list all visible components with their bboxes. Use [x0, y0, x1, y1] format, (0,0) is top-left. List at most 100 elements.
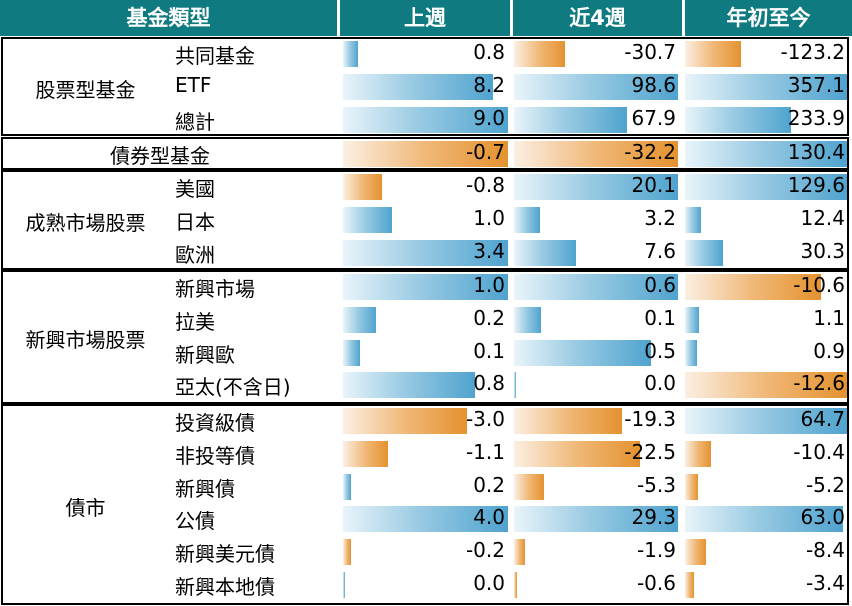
positive-bar: [685, 73, 847, 100]
value-label: -3.0: [465, 407, 505, 431]
value-label: -8.4: [805, 538, 845, 563]
value-label: 357.1: [787, 72, 845, 97]
row-label: 新興債: [175, 476, 235, 501]
negative-bar: [514, 41, 566, 67]
header-4w: 近4週: [569, 6, 626, 30]
negative-bar: [514, 473, 544, 500]
group-label: 債市: [65, 495, 106, 520]
positive-bar: [343, 274, 508, 300]
negative-bar: [514, 572, 518, 598]
value-label: 0.2: [473, 472, 505, 497]
negative-bar: [685, 539, 707, 566]
header-week-cell: [340, 0, 510, 36]
header-week: 上週: [404, 6, 446, 30]
value-label: 130.4: [787, 140, 845, 164]
positive-bar: [343, 339, 360, 366]
row-label: 非投等債: [175, 443, 255, 468]
positive-bar: [343, 572, 345, 598]
value-label: 7.6: [644, 238, 676, 263]
group-label: 股票型基金: [35, 77, 136, 102]
value-label: 0.9: [813, 338, 845, 363]
positive-bar: [685, 239, 723, 266]
row-label: 亞太(不含日): [175, 375, 291, 400]
value-label: 129.6: [787, 173, 845, 197]
value-label: -0.6: [636, 571, 676, 595]
value-label: 29.3: [631, 505, 676, 530]
row-label: 新興本地債: [175, 575, 275, 599]
negative-bar: [343, 440, 389, 467]
positive-bar: [685, 306, 700, 333]
row-label: 投資級債: [175, 411, 255, 435]
value-label: -0.8: [465, 173, 505, 197]
positive-bar: [685, 506, 843, 533]
value-label: 1.1: [813, 305, 845, 330]
positive-bar: [514, 206, 541, 233]
positive-bar: [343, 41, 358, 67]
value-label: -30.7: [624, 40, 676, 64]
positive-bar: [514, 274, 678, 300]
value-label: 0.0: [644, 371, 676, 396]
positive-bar: [685, 174, 847, 200]
header-category-cell: [0, 0, 337, 36]
row-label: 公債: [175, 509, 215, 534]
positive-bar: [685, 141, 847, 167]
value-label: 3.2: [644, 205, 676, 230]
value-label: 4.0: [473, 505, 505, 530]
row-label: 新興市場: [175, 277, 255, 301]
positive-bar: [343, 306, 376, 333]
positive-bar: [343, 206, 392, 233]
value-label: -1.9: [636, 538, 676, 563]
negative-bar: [343, 141, 508, 167]
negative-bar: [343, 408, 467, 434]
positive-bar: [343, 73, 494, 100]
negative-bar: [343, 539, 352, 566]
value-label: 0.8: [473, 40, 505, 64]
negative-bar: [685, 274, 822, 300]
negative-bar: [514, 539, 525, 566]
positive-bar: [514, 174, 678, 200]
value-label: -0.2: [465, 538, 505, 563]
positive-bar: [343, 106, 508, 133]
header-4w-cell: [513, 0, 682, 36]
value-label: 0.6: [644, 273, 676, 297]
row-label: ETF: [175, 72, 212, 97]
row-label: 日本: [175, 209, 215, 234]
positive-bar: [514, 372, 516, 399]
group-label: 新興市場股票: [25, 328, 146, 352]
value-label: -12.6: [793, 371, 845, 396]
value-label: -10.6: [793, 273, 845, 297]
value-label: -0.7: [465, 140, 505, 164]
value-label: 8.2: [473, 72, 505, 97]
value-label: 0.5: [644, 338, 676, 363]
positive-bar: [343, 506, 508, 533]
value-label: 63.0: [800, 505, 845, 530]
value-label: -5.3: [636, 472, 676, 497]
positive-bar: [514, 306, 542, 333]
negative-bar: [514, 408, 623, 434]
negative-bar: [685, 372, 847, 399]
value-label: 98.6: [631, 72, 676, 97]
value-label: -123.2: [780, 40, 845, 64]
negative-bar: [685, 440, 712, 467]
header-ytd-cell: [685, 0, 852, 36]
positive-bar: [685, 339, 697, 366]
negative-bar: [514, 440, 640, 467]
positive-bar: [685, 106, 792, 133]
row-label: 美國: [175, 177, 215, 201]
value-label: 64.7: [800, 407, 845, 431]
positive-bar: [514, 239, 576, 266]
value-label: -32.2: [624, 140, 676, 164]
value-label: -5.2: [805, 472, 845, 497]
positive-bar: [685, 206, 701, 233]
positive-bar: [343, 239, 508, 266]
value-label: -22.5: [624, 439, 676, 464]
group-label: 成熟市場股票: [25, 211, 146, 235]
negative-bar: [514, 141, 678, 167]
header-category: 基金類型: [126, 6, 211, 30]
positive-bar: [514, 73, 678, 100]
row-label: 共同基金: [175, 44, 255, 68]
value-label: -3.4: [805, 571, 845, 595]
row-label: 拉美: [175, 309, 215, 334]
value-label: 0.1: [644, 305, 676, 330]
